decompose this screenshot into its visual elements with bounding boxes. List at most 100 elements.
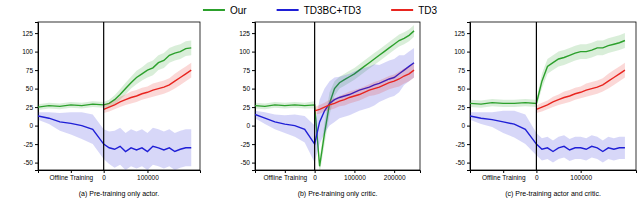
x-axis: Offline Training0100000 — [471, 170, 637, 182]
series-line — [470, 41, 625, 105]
offline-online-separator — [536, 22, 537, 170]
offline-online-separator — [103, 22, 104, 170]
y-tick-mark — [35, 163, 38, 164]
y-tick-label: 25 — [26, 104, 34, 111]
series-line — [536, 70, 625, 109]
y-tick-mark — [252, 144, 255, 145]
y-tick: 75 — [243, 67, 255, 74]
y-tick: 25 — [458, 104, 470, 111]
y-tick-mark — [467, 126, 470, 127]
legend-item: TD3BC+TD3 — [277, 5, 362, 16]
y-tick: 50 — [26, 85, 38, 92]
y-tick: -25 — [456, 141, 470, 148]
x-tick: 100000 — [570, 170, 592, 181]
y-tick-mark — [35, 144, 38, 145]
panel: Offline Training0100000200000-50-2502550… — [239, 22, 420, 198]
plot-frame — [470, 22, 636, 170]
x-tick-label: 100000 — [570, 174, 592, 181]
y-tick-label: 75 — [458, 67, 466, 74]
y-tick: 50 — [243, 85, 255, 92]
y-tick-mark — [252, 126, 255, 127]
x-tick-label: Offline Training — [482, 174, 526, 182]
y-tick-label: 0 — [461, 122, 465, 129]
error-band — [255, 25, 414, 170]
y-tick: 75 — [458, 67, 470, 74]
series-line — [315, 70, 414, 111]
series-line — [38, 116, 191, 152]
y-tick-label: 125 — [239, 30, 250, 37]
legend-swatch — [203, 9, 225, 11]
error-band — [255, 48, 414, 163]
x-tick-mark — [71, 170, 72, 173]
y-tick-mark — [35, 126, 38, 127]
y-axis-line — [35, 23, 39, 171]
x-tick: 0 — [313, 170, 317, 181]
offline-online-separator — [314, 22, 315, 170]
legend-label: Our — [230, 5, 247, 16]
x-tick-label: Offline Training — [50, 174, 94, 182]
y-tick: -50 — [24, 159, 38, 166]
y-tick-mark — [252, 107, 255, 108]
series-line — [255, 31, 414, 166]
y-tick-mark — [35, 89, 38, 90]
y-tick-label: 100 — [22, 48, 33, 55]
error-band — [104, 63, 192, 113]
y-tick-label: 75 — [243, 67, 251, 74]
y-tick: -25 — [241, 141, 255, 148]
series-line — [38, 48, 191, 107]
x-tick-label: 0 — [313, 174, 317, 181]
y-tick-mark — [35, 52, 38, 53]
x-axis: Offline Training0100000200000 — [256, 170, 421, 182]
y-tick-mark — [252, 70, 255, 71]
y-tick: 125 — [454, 30, 470, 37]
x-tick-label: 100000 — [344, 174, 366, 181]
y-tick-label: 50 — [458, 85, 466, 92]
plot-frame — [255, 22, 420, 170]
series-line — [255, 63, 414, 144]
panel-caption: (a) Pre-training only actor. — [79, 190, 160, 198]
x-tick-mark — [104, 170, 105, 173]
x-tick-mark — [354, 170, 355, 173]
error-band — [315, 63, 414, 115]
y-tick-label: -50 — [24, 159, 34, 166]
y-tick-label: 0 — [29, 122, 33, 129]
y-tick: 100 — [22, 48, 38, 55]
error-band — [470, 33, 625, 108]
y-axis: -50-250255075100125 — [454, 23, 470, 171]
y-tick-label: 50 — [26, 85, 34, 92]
y-tick-mark — [467, 107, 470, 108]
x-tick-mark — [394, 170, 395, 173]
x-tick-mark — [315, 170, 316, 173]
legend-label: TD3 — [418, 5, 437, 16]
y-tick-label: -25 — [24, 141, 34, 148]
y-tick-label: 50 — [243, 85, 251, 92]
series-line — [470, 116, 625, 152]
y-tick-label: 125 — [454, 30, 465, 37]
y-tick-label: 25 — [458, 104, 466, 111]
x-tick: Offline Training — [50, 170, 94, 182]
y-tick: 25 — [243, 104, 255, 111]
x-tick-mark — [285, 170, 286, 173]
y-tick: 50 — [458, 85, 470, 92]
plot-frame — [38, 22, 200, 170]
y-tick-label: 0 — [246, 122, 250, 129]
legend-swatch — [391, 9, 413, 11]
y-tick-mark — [35, 33, 38, 34]
y-tick-label: 25 — [243, 104, 251, 111]
x-tick-mark — [147, 170, 148, 173]
y-tick: 100 — [239, 48, 255, 55]
y-tick-mark — [35, 70, 38, 71]
x-axis: Offline Training0100000 — [39, 170, 201, 182]
y-tick-mark — [467, 89, 470, 90]
plot-area — [470, 22, 625, 170]
error-band — [536, 63, 625, 113]
y-tick-label: -25 — [241, 141, 251, 148]
x-tick-label: 200000 — [384, 174, 406, 181]
y-tick-label: 125 — [22, 30, 33, 37]
y-tick-label: -50 — [456, 159, 466, 166]
y-tick-mark — [252, 52, 255, 53]
x-tick: 100000 — [137, 170, 159, 181]
y-tick-mark — [467, 52, 470, 53]
y-tick-mark — [252, 163, 255, 164]
y-tick-label: 100 — [239, 48, 250, 55]
